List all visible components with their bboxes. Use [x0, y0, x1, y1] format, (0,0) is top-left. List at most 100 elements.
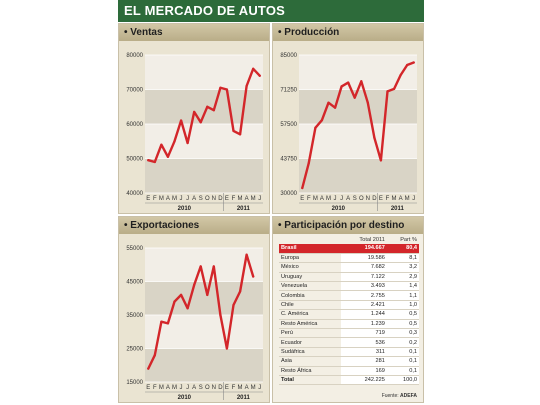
data-point: [186, 141, 189, 145]
data-point: [353, 96, 356, 99]
page-title: EL MERCADO DE AUTOS: [118, 0, 424, 22]
y-tick-label: 15000: [126, 380, 143, 386]
part-cell: 1,1: [386, 290, 419, 301]
x-tick-label: N: [212, 196, 216, 202]
x-tick-label: M: [238, 196, 243, 202]
data-point: [347, 81, 350, 84]
x-tick-label: M: [159, 196, 164, 202]
participacion-header-row: Total 2011 Part %: [279, 235, 419, 244]
x-tick-label: J: [334, 196, 337, 202]
data-point: [252, 67, 255, 70]
data-point: [206, 293, 209, 296]
data-point: [193, 110, 196, 114]
participacion-row: Chile 2.421 1,0: [279, 300, 419, 311]
x-tick-label: M: [172, 385, 177, 391]
data-point: [366, 101, 369, 104]
x-tick-label: A: [192, 385, 196, 391]
x-tick-label: J: [258, 385, 261, 391]
x-tick-label: J: [412, 196, 415, 202]
data-point: [166, 322, 170, 325]
data-point: [307, 161, 310, 164]
country-cell: Asia: [279, 356, 342, 367]
data-point: [232, 129, 235, 132]
exportaciones-title: Exportaciones: [130, 220, 200, 231]
x-tick-label: M: [251, 385, 256, 391]
source-note: Fuente: ADEFA: [382, 393, 417, 399]
country-cell: Total: [279, 375, 342, 386]
grid-band: [299, 124, 417, 159]
data-point: [340, 85, 343, 88]
participacion-row: Perú 719 0,3: [279, 328, 419, 339]
country-cell: Brasil: [279, 244, 342, 254]
part-cell: 2,9: [386, 272, 419, 283]
data-point: [360, 80, 363, 83]
total-cell: 242.225: [341, 375, 387, 386]
total-cell: 7.682: [341, 262, 387, 273]
country-cell: C. América: [279, 309, 342, 320]
ventas-panel: • Ventas 40000 50000 60000 70000 80000 E F M A M J…: [118, 23, 270, 214]
x-tick-label: D: [372, 196, 377, 202]
grid-band: [299, 55, 417, 90]
part-cell: 0,1: [386, 347, 419, 358]
participacion-row: Colombia 2.755 1,1: [279, 290, 419, 301]
grid-band: [145, 55, 263, 90]
country-cell: Europa: [279, 253, 342, 264]
participacion-panel: • Participación por destino Total 2011 P…: [272, 216, 424, 403]
part-cell: 8,1: [386, 253, 419, 264]
data-point: [179, 293, 183, 296]
total-cell: 281: [341, 356, 387, 367]
y-tick-label: 57500: [280, 122, 297, 128]
grid-band: [145, 315, 263, 349]
part-cell: 1,4: [386, 281, 419, 292]
x-tick-label: J: [180, 196, 183, 202]
exportaciones-panel: • Exportaciones 15000 25000 35000 45000 5500…: [118, 216, 270, 403]
participacion-row: Resto África 169 0,1: [279, 366, 419, 376]
data-point: [199, 265, 202, 268]
x-tick-label: M: [251, 196, 256, 202]
y-tick-label: 35000: [126, 313, 143, 319]
participacion-row: Resto América 1.239 0,5: [279, 319, 419, 330]
participacion-row: Asia 281 0,1: [279, 356, 419, 367]
total-cell: 536: [341, 337, 387, 348]
part-cell: 3,2: [386, 262, 419, 273]
data-point: [238, 290, 242, 293]
x-tick-label: M: [172, 196, 177, 202]
data-point: [333, 106, 337, 109]
data-point: [173, 140, 176, 143]
part-cell: 100,0: [386, 375, 419, 386]
year-label: 2010: [332, 206, 346, 212]
data-point: [252, 275, 255, 278]
x-tick-label: F: [232, 385, 236, 391]
data-point: [373, 136, 376, 139]
part-cell: 0,1: [386, 356, 419, 367]
participacion-panel-title: • Participación por destino: [273, 217, 423, 234]
x-tick-label: E: [379, 196, 383, 202]
y-tick-label: 71250: [280, 88, 297, 94]
data-point: [245, 84, 248, 88]
x-tick-label: O: [205, 385, 210, 391]
x-tick-label: J: [180, 385, 183, 391]
total-cell: 19.586: [341, 253, 387, 264]
ventas-title: Ventas: [130, 27, 163, 38]
country-cell: Resto África: [279, 366, 342, 376]
y-tick-label: 50000: [126, 157, 143, 163]
year-label: 2010: [178, 395, 192, 401]
data-point: [193, 283, 196, 286]
data-point: [412, 61, 415, 64]
x-tick-label: E: [225, 196, 229, 202]
x-tick-label: F: [153, 196, 157, 202]
data-point: [153, 160, 156, 164]
x-tick-label: F: [386, 196, 390, 202]
country-cell: Perú: [279, 328, 342, 339]
x-tick-label: J: [340, 196, 343, 202]
participacion-row: C. América 1.244 0,5: [279, 309, 419, 320]
part-cell: 0,2: [386, 337, 419, 348]
data-point: [160, 143, 163, 146]
x-tick-label: A: [346, 196, 350, 202]
grid-band: [145, 124, 263, 159]
x-tick-label: E: [300, 196, 304, 202]
x-tick-label: A: [245, 196, 249, 202]
country-cell: México: [279, 262, 342, 273]
participacion-row: Europa 19.586 8,1: [279, 253, 419, 264]
x-tick-label: J: [258, 196, 261, 202]
